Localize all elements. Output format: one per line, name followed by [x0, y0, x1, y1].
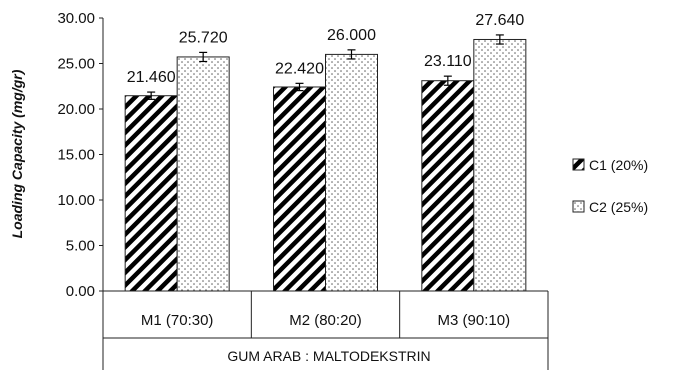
data-label: 27.640 [475, 12, 524, 29]
plot-area: 0.00 5.00 10.00 15.00 20.00 25.00 30.00 M1 (70:… [57, 10, 549, 370]
y-axis-title: Loading Capacity (mg/gr) [9, 69, 25, 238]
data-label: 23.110 [424, 53, 472, 70]
data-label: 26.000 [327, 27, 376, 44]
y-tick-label: 5.00 [66, 238, 95, 255]
data-label: 21.460 [127, 69, 176, 86]
y-tick-label: 10.00 [57, 192, 95, 209]
data-label: 22.420 [275, 60, 324, 77]
x-category-label: M1 (70:30) [141, 312, 214, 329]
bar-c1 [273, 86, 326, 292]
bar-c2 [176, 56, 230, 292]
y-tick-label: 30.00 [57, 10, 95, 27]
legend-swatch-c2 [572, 200, 585, 213]
bar-c2 [473, 38, 527, 292]
bar-c1 [124, 95, 178, 292]
x-category-label: M2 (80:20) [289, 312, 362, 329]
legend-swatch-c1 [572, 158, 585, 171]
y-tick-label: 0.00 [66, 283, 95, 300]
data-label: 25.720 [179, 29, 228, 46]
legend-label-c1: C1 (20%) [589, 157, 648, 173]
y-tick-label: 15.00 [57, 147, 95, 164]
bar-c1 [421, 80, 475, 292]
y-tick-label: 20.00 [57, 101, 95, 118]
legend-label-c2: C2 (25%) [589, 199, 648, 215]
legend: C1 (20%) C2 (25%) [572, 157, 648, 215]
x-axis-title: GUM ARAB : MALTODEKSTRIN [227, 348, 430, 364]
y-tick-label: 25.00 [57, 56, 95, 73]
x-category-label: M3 (90:10) [438, 312, 511, 329]
bar-c2 [325, 53, 378, 292]
